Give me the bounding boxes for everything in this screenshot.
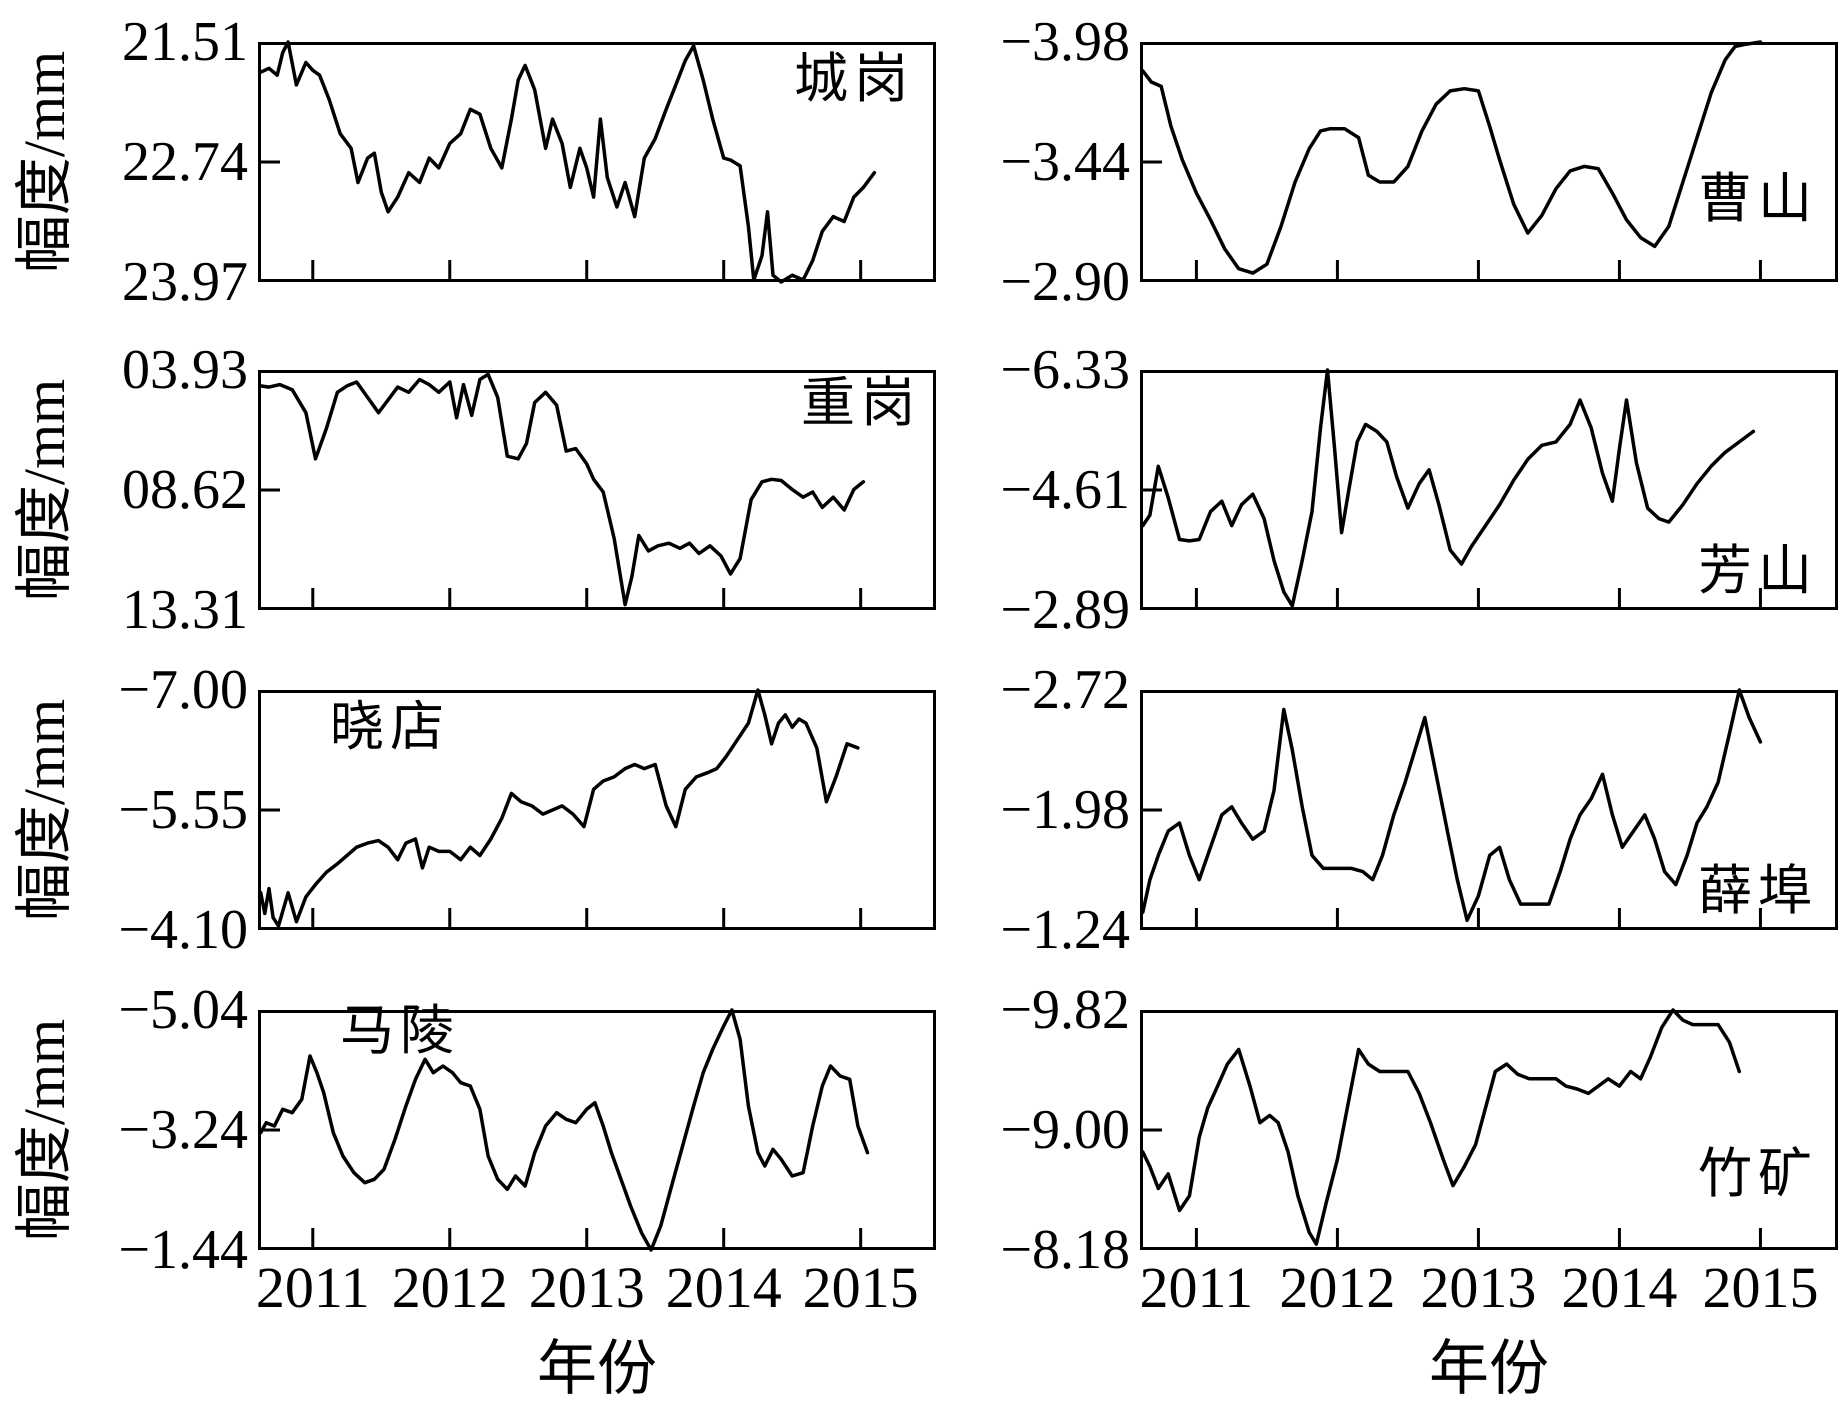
x-axis-title: 年份 <box>537 1336 657 1402</box>
x-tick-label: 2012 <box>1279 1255 1396 1320</box>
panel-plot-caoshan <box>1140 40 1838 282</box>
y-tick-label-fangshan: −2.89 <box>1000 579 1130 641</box>
y-tick-label-chonggang: 13.31 <box>122 579 248 641</box>
station-label-caoshan: 曹山 <box>1698 169 1818 229</box>
x-tick-label: 2011 <box>255 1255 370 1320</box>
series-line-chonggang <box>258 372 866 607</box>
y-axis-title: 幅度/mm <box>12 1018 77 1242</box>
series-line-maling <box>258 1008 870 1252</box>
y-tick-label-xuebu: −1.98 <box>1000 779 1130 841</box>
series-line-xuebu <box>1141 688 1763 923</box>
y-tick-label-chenggang: 23.97 <box>122 251 248 313</box>
panel-plot-xuebu <box>1140 688 1838 930</box>
panel-plot-fangshan <box>1140 368 1838 610</box>
panel-plot-xiaodian <box>258 688 936 930</box>
x-tick-label: 2013 <box>1420 1255 1537 1320</box>
series-line-caoshan <box>1141 40 1763 275</box>
panel-plot-chenggang <box>258 40 936 284</box>
station-label-zhukuang: 竹矿 <box>1698 1144 1818 1204</box>
y-tick-label-caoshan: −3.44 <box>1000 131 1130 193</box>
y-tick-label-fangshan: −4.61 <box>1000 459 1130 521</box>
y-tick-label-zhukuang: −9.82 <box>1000 979 1130 1041</box>
series-line-zhukuang <box>1141 1008 1742 1246</box>
y-axis-title: 幅度/mm <box>12 378 77 602</box>
x-tick-label: 2014 <box>665 1255 782 1320</box>
x-tick-label: 2015 <box>802 1255 919 1320</box>
y-tick-label-chenggang: 21.51 <box>122 11 248 73</box>
y-tick-label-fangshan: −6.33 <box>1000 339 1130 401</box>
x-tick-label: 2015 <box>1702 1255 1819 1320</box>
y-tick-label-xiaodian: −5.55 <box>118 779 248 841</box>
series-line-xiaodian <box>258 688 860 928</box>
y-tick-label-caoshan: −3.98 <box>1000 11 1130 73</box>
station-label-chonggang: 重岗 <box>801 373 921 433</box>
series-line-chenggang <box>258 40 877 284</box>
panel-plot-maling <box>258 1008 936 1252</box>
panel-plot-zhukuang <box>1140 1008 1838 1250</box>
y-tick-label-maling: −3.24 <box>118 1099 248 1161</box>
series-line-fangshan <box>1141 368 1756 608</box>
station-label-xiaodian: 晓店 <box>330 697 450 757</box>
y-tick-label-caoshan: −2.90 <box>1000 251 1130 313</box>
y-tick-label-xiaodian: −4.10 <box>118 899 248 961</box>
station-label-fangshan: 芳山 <box>1698 541 1818 601</box>
x-tick-label: 2014 <box>1561 1255 1678 1320</box>
y-tick-label-zhukuang: −8.18 <box>1000 1219 1130 1281</box>
y-tick-label-xuebu: −2.72 <box>1000 659 1130 721</box>
y-axis-title: 幅度/mm <box>12 698 77 922</box>
station-label-chenggang: 城岗 <box>794 49 914 109</box>
y-axis-title: 幅度/mm <box>12 50 77 274</box>
panel-plot-chonggang <box>258 370 936 610</box>
y-tick-label-xuebu: −1.24 <box>1000 899 1130 961</box>
x-tick-label: 2013 <box>528 1255 645 1320</box>
station-label-xuebu: 薛埠 <box>1698 861 1818 921</box>
y-tick-label-chonggang: 08.62 <box>122 459 248 521</box>
station-label-maling: 马陵 <box>340 1001 460 1061</box>
x-tick-label: 2012 <box>391 1255 508 1320</box>
y-tick-label-maling: −1.44 <box>118 1219 248 1281</box>
y-tick-label-zhukuang: −9.00 <box>1000 1099 1130 1161</box>
y-tick-label-chonggang: 03.93 <box>122 339 248 401</box>
axis-frame <box>1140 42 1838 282</box>
y-tick-label-xiaodian: −7.00 <box>118 659 248 721</box>
y-tick-label-maling: −5.04 <box>118 979 248 1041</box>
x-tick-label: 2011 <box>1139 1255 1254 1320</box>
x-axis-title: 年份 <box>1429 1336 1549 1402</box>
y-tick-label-chenggang: 22.74 <box>122 131 248 193</box>
